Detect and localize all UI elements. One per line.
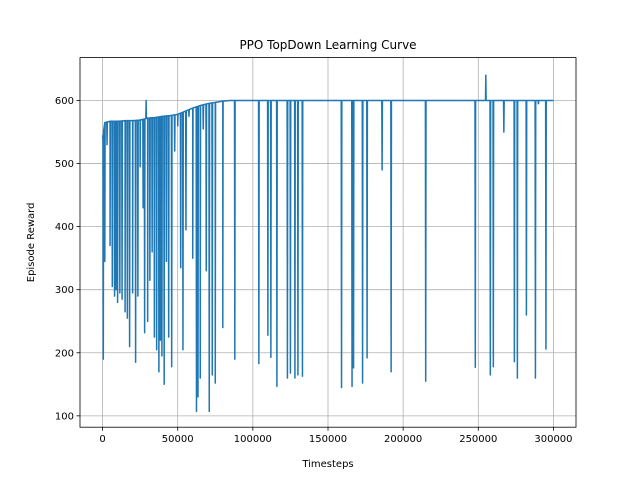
data-point (474, 366, 476, 368)
data-point (180, 267, 182, 269)
data-point (366, 357, 368, 359)
data-point (144, 331, 146, 334)
data-point (205, 270, 207, 272)
data-point (159, 339, 162, 341)
data-point (104, 260, 106, 262)
data-point (513, 361, 515, 363)
series-line (101, 74, 554, 413)
x-tick-label: 300000 (534, 434, 572, 445)
data-point (153, 336, 155, 338)
data-point (381, 169, 383, 171)
data-point (174, 150, 176, 152)
data-point (202, 128, 204, 130)
data-point (177, 125, 179, 127)
data-point (270, 356, 272, 358)
data-point (222, 326, 224, 329)
data-point (525, 314, 528, 316)
y-tick-label: 500 (55, 159, 74, 170)
y-tick-label: 600 (55, 96, 74, 107)
data-point (188, 115, 190, 117)
data-point (301, 375, 304, 377)
data-point (294, 377, 296, 379)
data-point (109, 244, 111, 247)
data-point (158, 371, 160, 373)
data-point (151, 251, 153, 253)
data-point (142, 207, 144, 209)
data-point (258, 362, 260, 365)
data-point (489, 374, 491, 376)
data-point (126, 317, 128, 319)
data-point (102, 358, 104, 360)
data-point (171, 366, 173, 368)
y-tick-label: 400 (55, 222, 74, 233)
x-tick-label: 150000 (309, 434, 347, 445)
data-point (537, 103, 540, 105)
data-point (195, 410, 198, 413)
data-point (119, 292, 121, 294)
data-point (340, 386, 343, 389)
data-point (116, 301, 119, 303)
data-point (132, 292, 134, 294)
data-point (165, 260, 168, 262)
data-point (197, 396, 199, 398)
data-point (115, 289, 117, 291)
chart-title: PPO TopDown Learning Curve (239, 38, 416, 52)
data-point (503, 131, 505, 133)
data-point (297, 374, 299, 376)
data-point (286, 377, 289, 379)
data-point (208, 410, 210, 413)
data-point (352, 367, 355, 369)
data-point (534, 377, 537, 379)
data-point (139, 166, 141, 168)
data-point (289, 372, 292, 374)
data-point (156, 349, 158, 351)
y-tick-label: 100 (55, 411, 74, 422)
series-group (101, 74, 554, 413)
data-point (214, 382, 216, 384)
data-point (168, 336, 170, 338)
data-point (145, 99, 147, 102)
data-point (234, 358, 236, 360)
data-point (267, 334, 269, 336)
data-point (149, 279, 151, 281)
x-tick-label: 50000 (162, 434, 194, 445)
data-point (135, 361, 137, 363)
y-axis-label: Episode Reward (26, 203, 37, 283)
ticks: 0 50000 100000 150000 200000 250000 300000 100 2… (55, 96, 573, 445)
y-tick-label: 200 (55, 348, 74, 359)
x-tick-label: 250000 (459, 434, 497, 445)
data-point (516, 377, 518, 379)
data-point (485, 74, 487, 76)
x-tick-label: 0 (99, 434, 105, 445)
data-point (390, 371, 392, 373)
x-axis-label: Timesteps (301, 459, 353, 470)
x-tick-label: 100000 (234, 434, 272, 445)
data-point (211, 374, 213, 376)
data-point (545, 348, 547, 350)
y-tick-label: 300 (55, 285, 74, 296)
data-point (161, 355, 163, 357)
data-point (163, 383, 165, 385)
data-point (147, 320, 149, 322)
data-point (351, 385, 353, 387)
data-point (199, 377, 201, 379)
data-point (124, 311, 126, 313)
data-point (185, 229, 187, 231)
data-point (425, 380, 427, 382)
data-point (121, 298, 123, 300)
data-point (106, 144, 108, 146)
data-point (111, 285, 113, 288)
x-tick-label: 200000 (384, 434, 422, 445)
data-point (129, 345, 131, 348)
data-point (182, 349, 184, 351)
data-point (137, 295, 139, 297)
data-point (192, 257, 194, 259)
data-point (276, 385, 278, 387)
data-point (361, 382, 364, 384)
data-point (113, 295, 116, 297)
data-point (492, 366, 494, 368)
